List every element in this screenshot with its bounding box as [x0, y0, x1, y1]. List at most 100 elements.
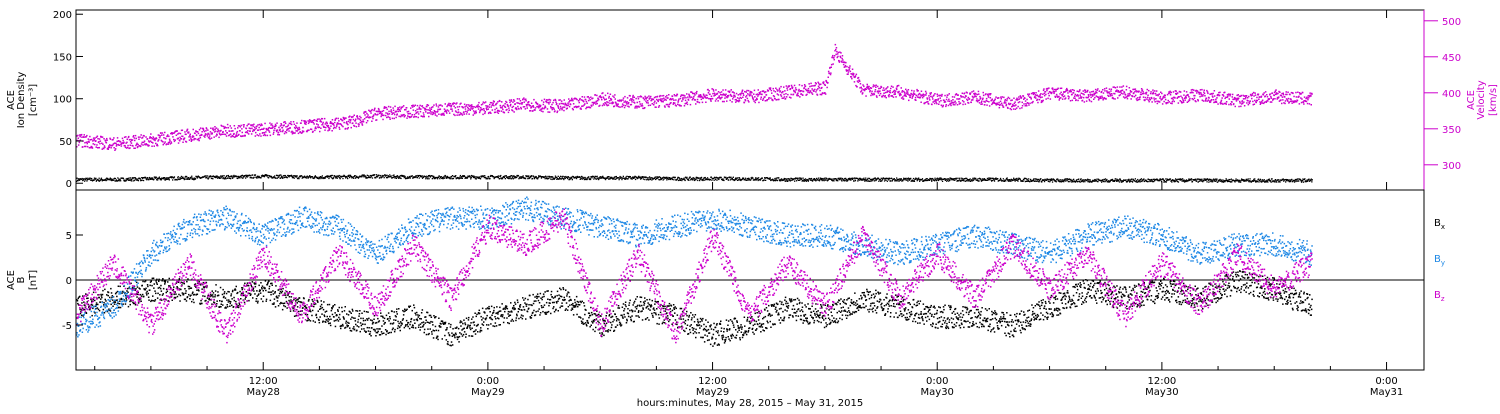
velocity-point [223, 133, 225, 135]
velocity-point [401, 106, 403, 109]
velocity-point [182, 141, 184, 143]
velocity-point [890, 85, 893, 87]
density-point [464, 177, 466, 179]
velocity-point [258, 123, 261, 126]
density-point [392, 176, 395, 178]
velocity-point [879, 87, 882, 90]
velocity-point [562, 106, 564, 108]
density-point [1117, 180, 1119, 182]
density-point [1064, 178, 1066, 180]
density-point [1190, 178, 1193, 180]
density-point [599, 176, 602, 178]
velocity-point [887, 94, 890, 97]
density-point [149, 178, 151, 180]
density-point [715, 176, 718, 178]
density-point [295, 176, 297, 178]
density-point [277, 175, 279, 177]
velocity-point [657, 100, 659, 103]
density-point [803, 179, 806, 181]
density-point [168, 179, 170, 181]
velocity-point [359, 119, 362, 121]
velocity-point [278, 129, 281, 132]
velocity-point [649, 104, 652, 106]
velocity-point [359, 121, 361, 124]
velocity-point [86, 142, 88, 145]
velocity-point [860, 91, 862, 93]
velocity-point [935, 101, 937, 104]
velocity-point [353, 114, 355, 116]
velocity-point [677, 99, 680, 102]
density-point [307, 177, 309, 179]
density-point [1181, 178, 1183, 181]
density-point [387, 176, 389, 178]
velocity-point [478, 111, 481, 114]
velocity-point [93, 138, 96, 141]
density-point [549, 176, 551, 178]
density-point [450, 177, 452, 179]
density-point [1070, 179, 1072, 182]
density-point [763, 179, 765, 181]
density-point [567, 177, 569, 180]
velocity-point [429, 111, 432, 113]
velocity-point [756, 97, 758, 100]
velocity-point [461, 114, 464, 116]
velocity-point [215, 127, 218, 129]
velocity-point [566, 104, 568, 107]
velocity-point [411, 114, 413, 116]
density-point [501, 178, 503, 180]
velocity-point [480, 106, 482, 109]
density-point [891, 180, 893, 182]
velocity-point [733, 94, 736, 97]
velocity-point [557, 107, 560, 109]
velocity-point [668, 94, 670, 96]
density-point [860, 178, 862, 180]
density-point [1047, 180, 1049, 183]
velocity-point [722, 89, 724, 91]
velocity-point [175, 130, 177, 132]
density-point [509, 177, 511, 180]
velocity-point [349, 121, 351, 124]
velocity-point [514, 103, 516, 105]
velocity-point [250, 124, 252, 127]
density-point [1298, 180, 1300, 182]
velocity-point [510, 99, 513, 101]
velocity-point [513, 99, 515, 101]
density-point [193, 178, 195, 181]
density-point [1016, 177, 1018, 180]
density-point [246, 176, 249, 178]
velocity-point [953, 96, 956, 98]
density-point [1268, 178, 1270, 180]
density-point [1032, 179, 1034, 181]
velocity-point [471, 108, 473, 110]
density-point [99, 179, 102, 181]
density-point [1176, 179, 1178, 181]
velocity-point [195, 130, 197, 133]
density-point [130, 179, 132, 182]
density-point [754, 178, 756, 180]
velocity-point [571, 107, 574, 110]
density-point [537, 178, 539, 180]
velocity-point [507, 105, 509, 107]
velocity-point [757, 95, 759, 97]
density-point [685, 177, 688, 179]
velocity-point [829, 73, 832, 76]
density-point [401, 174, 404, 177]
density-point [897, 178, 899, 181]
velocity-point [419, 110, 422, 113]
density-point [1011, 179, 1013, 181]
velocity-point [800, 93, 803, 95]
velocity-point [83, 134, 85, 136]
density-point [1286, 179, 1289, 181]
density-point [1150, 180, 1152, 183]
density-point [84, 179, 87, 181]
velocity-point [438, 108, 441, 111]
velocity-point [817, 88, 819, 90]
density-point [850, 179, 852, 181]
density-point [1152, 178, 1154, 181]
velocity-point [208, 135, 211, 137]
density-point [695, 176, 697, 178]
density-point [232, 175, 235, 177]
density-point [179, 178, 181, 180]
velocity-point [405, 107, 408, 109]
density-point [614, 176, 616, 178]
